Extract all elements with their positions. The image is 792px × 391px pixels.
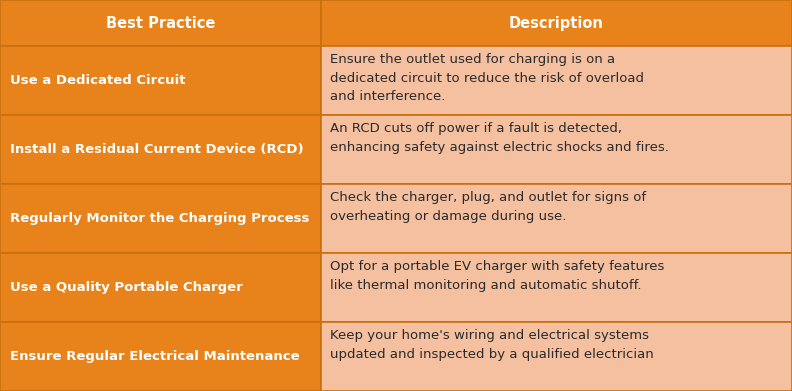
Bar: [0, 253, 321, 322]
Bar: [0, 46, 321, 115]
Bar: [0, 0, 321, 46]
Text: Ensure the outlet used for charging is on a
dedicated circuit to reduce the risk: Ensure the outlet used for charging is o…: [330, 53, 644, 103]
Text: Opt for a portable EV charger with safety features
like thermal monitoring and a: Opt for a portable EV charger with safet…: [330, 260, 664, 292]
Text: Best Practice: Best Practice: [105, 16, 215, 30]
Text: Check the charger, plug, and outlet for signs of
overheating or damage during us: Check the charger, plug, and outlet for …: [330, 191, 646, 222]
Bar: [321, 322, 792, 391]
Bar: [321, 0, 792, 46]
Text: Description: Description: [509, 16, 604, 30]
Text: Keep your home's wiring and electrical systems
updated and inspected by a qualif: Keep your home's wiring and electrical s…: [330, 329, 654, 361]
Text: Use a Quality Portable Charger: Use a Quality Portable Charger: [10, 281, 242, 294]
Bar: [0, 322, 321, 391]
Bar: [321, 184, 792, 253]
Bar: [321, 253, 792, 322]
Bar: [0, 115, 321, 184]
Text: Regularly Monitor the Charging Process: Regularly Monitor the Charging Process: [10, 212, 309, 225]
Text: Install a Residual Current Device (RCD): Install a Residual Current Device (RCD): [10, 143, 303, 156]
Text: Use a Dedicated Circuit: Use a Dedicated Circuit: [10, 74, 185, 87]
Bar: [0, 184, 321, 253]
Bar: [321, 115, 792, 184]
Text: Ensure Regular Electrical Maintenance: Ensure Regular Electrical Maintenance: [10, 350, 299, 363]
Text: An RCD cuts off power if a fault is detected,
enhancing safety against electric : An RCD cuts off power if a fault is dete…: [330, 122, 669, 154]
Bar: [321, 46, 792, 115]
